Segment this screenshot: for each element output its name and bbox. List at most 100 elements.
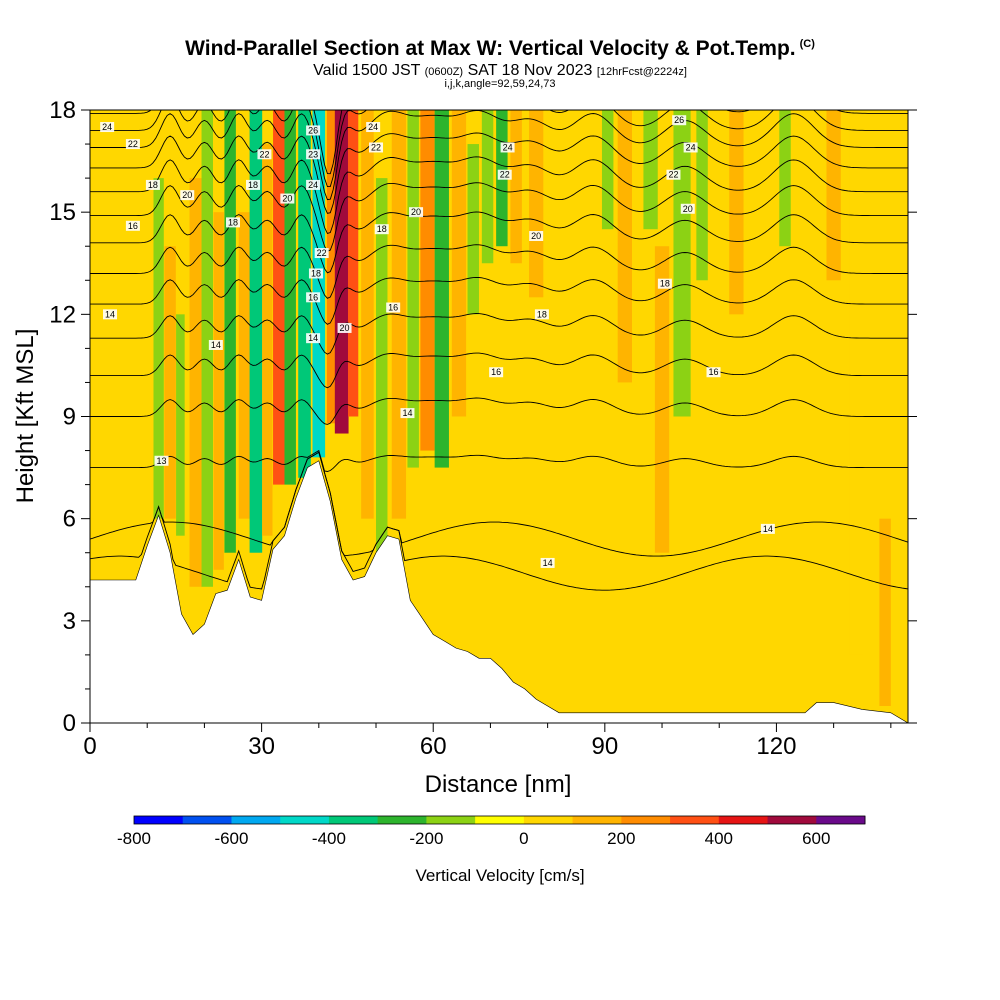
velocity-column-31 [617, 110, 632, 383]
theta-contour-17 [90, 244, 908, 299]
contour-label-bg [306, 292, 321, 303]
theta-contour-20 [90, 156, 908, 234]
contour-label-text: 24 [686, 142, 696, 152]
x-tick-label: 90 [591, 733, 618, 760]
contour-label-text: 16 [308, 292, 318, 302]
copyright-mark: (C) [799, 38, 815, 50]
y-tick-label: 0 [63, 710, 76, 737]
colorbar-segment-0 [134, 816, 184, 824]
velocity-column-1 [164, 246, 176, 519]
subtitle-date: SAT 18 Nov 2023 [467, 62, 593, 79]
contour-label-35: 14 [760, 523, 775, 534]
contour-label-text: 22 [128, 139, 138, 149]
velocity-column-33 [654, 246, 670, 553]
contour-label-32: 20 [680, 203, 695, 214]
velocity-column-16 [347, 110, 359, 417]
velocity-column-5 [213, 212, 224, 570]
contour-label-bg [409, 207, 424, 218]
contour-label-text: 18 [377, 224, 387, 234]
theta-contour-18 [90, 211, 908, 274]
contour-label-bg [386, 302, 401, 313]
contour-label-bg [100, 122, 115, 133]
contour-label-text: 20 [411, 207, 421, 217]
terrain [90, 460, 908, 723]
x-tick-label: 120 [756, 733, 796, 760]
contour-label-text: 20 [282, 194, 292, 204]
contour-label-12: 22 [314, 248, 329, 259]
velocity-column-41 [879, 518, 891, 706]
velocity-column-3 [189, 178, 203, 587]
colorbar-tick-label: -400 [312, 829, 346, 848]
velocity-column-32 [643, 110, 658, 230]
contour-label-bg [366, 122, 381, 133]
colorbar-segment-13 [767, 816, 817, 824]
contour-label-0: 24 [100, 122, 115, 133]
contour-label-26: 18 [534, 309, 549, 320]
contour-label-14: 16 [306, 292, 321, 303]
velocity-column-37 [746, 280, 761, 587]
contour-label-text: 24 [102, 122, 112, 132]
contour-label-bg [666, 169, 681, 180]
theta-contour-13 [90, 397, 908, 425]
velocity-column-12 [298, 110, 311, 478]
contour-label-10: 23 [306, 149, 321, 160]
velocity-column-17 [361, 110, 374, 519]
contour-label-24: 22 [497, 169, 512, 180]
contour-label-6: 22 [257, 149, 272, 160]
colorbar-tick-label: 600 [802, 829, 830, 848]
x-tick-label: 0 [83, 733, 96, 760]
colorbar-tick-label: -800 [117, 829, 151, 848]
theta-contour-23 [90, 110, 908, 188]
contour-label-20: 16 [386, 302, 401, 313]
contour-label-text: 18 [148, 180, 158, 190]
contour-label-bg [180, 190, 195, 201]
colorbar-frame [133, 815, 866, 825]
velocity-column-22 [434, 110, 449, 468]
contour-label-text: 14 [211, 340, 221, 350]
contour-label-text: 23 [308, 149, 318, 159]
contour-label-30: 24 [683, 142, 698, 153]
contour-label-bg [306, 333, 321, 344]
theta-contours [90, 110, 908, 591]
contour-label-text: 18 [537, 309, 547, 319]
velocity-column-25 [481, 110, 494, 264]
velocity-column-8 [249, 110, 263, 553]
velocity-column-20 [407, 110, 419, 468]
contour-labels: 24 22 18 16 20 18 22 18 20 26 23 24 22 18 16 14 20 24 22 18… [100, 115, 775, 568]
theta-contour-15 [90, 313, 908, 355]
colorbar-tick-label: 400 [705, 829, 733, 848]
contour-label-bg [337, 322, 352, 333]
contour-label-bg [374, 224, 389, 235]
colorbar-segment-6 [426, 816, 476, 824]
contour-label-bg [497, 169, 512, 180]
contour-label-bg [706, 367, 721, 378]
velocity-column-23 [451, 110, 467, 417]
velocity-column-39 [826, 110, 841, 281]
contour-label-text: 16 [388, 303, 398, 313]
colorbar-title: Vertical Velocity [cm/s] [415, 866, 584, 885]
chart-title: Wind-Parallel Section at Max W: Vertical… [0, 37, 1000, 61]
contour-label-text: 14 [105, 309, 115, 319]
contour-label-38: 13 [154, 455, 169, 466]
velocity-column-11 [284, 110, 296, 485]
contour-label-19: 18 [374, 224, 389, 235]
colorbar-segment-14 [816, 816, 866, 824]
x-tick-label: 30 [248, 733, 275, 760]
x-tick-label: 60 [420, 733, 447, 760]
contour-label-bg [103, 309, 118, 320]
contour-label-11: 24 [306, 179, 321, 190]
contour-label-7: 18 [246, 179, 261, 190]
contour-label-bg [369, 142, 384, 153]
theta-contour-14 [90, 352, 908, 389]
theta-contour-19 [90, 182, 908, 252]
theta-contour-12 [90, 449, 908, 472]
velocity-column-29 [557, 280, 572, 621]
contour-label-text: 18 [228, 217, 238, 227]
contour-label-1: 22 [125, 139, 140, 150]
contour-label-bg [760, 523, 775, 534]
contour-label-text: 24 [503, 142, 513, 152]
contour-label-34: 16 [706, 367, 721, 378]
velocity-column-13 [312, 110, 326, 458]
velocity-column-14 [326, 110, 336, 424]
